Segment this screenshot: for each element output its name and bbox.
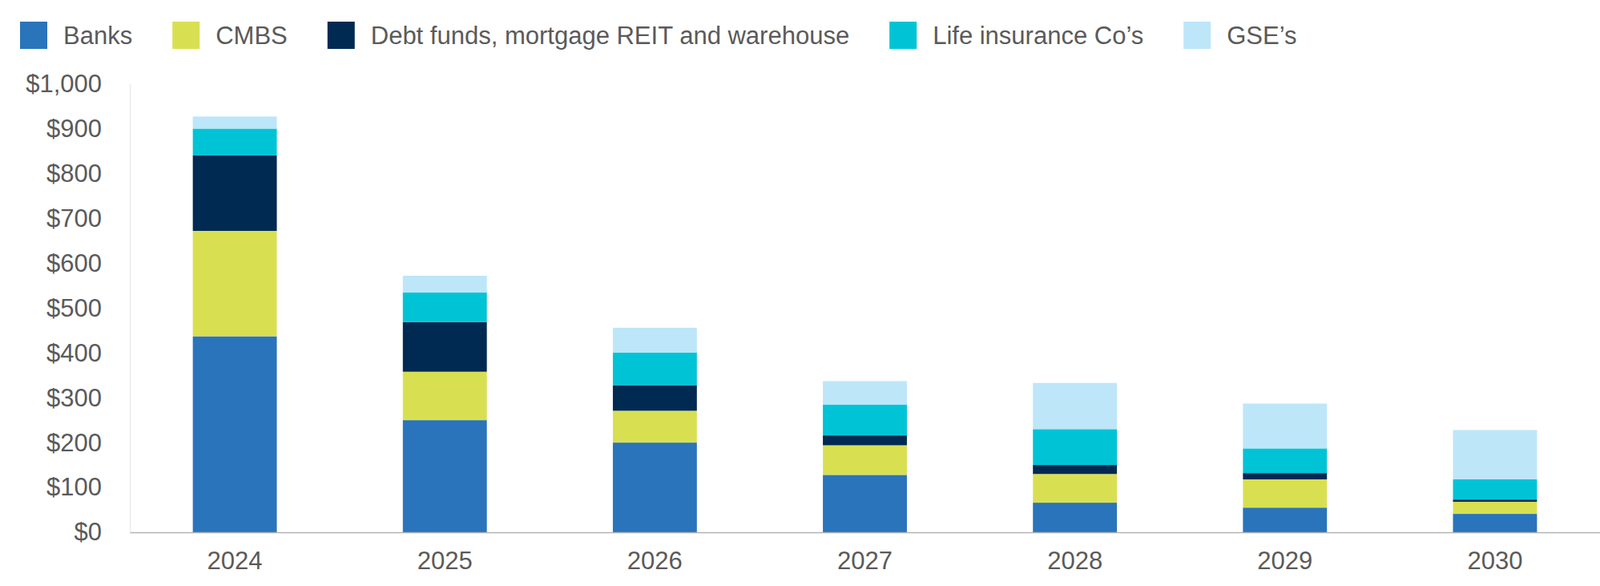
bar <box>822 380 907 404</box>
y-tick: $800 <box>46 159 130 188</box>
bar <box>822 435 907 445</box>
y-tick-label: $400 <box>46 338 102 367</box>
y-tick-label: $900 <box>46 114 102 143</box>
bar-series <box>193 116 1538 480</box>
y-tick: $500 <box>46 294 130 323</box>
bar <box>1453 499 1538 502</box>
x-tick-label: 2025 <box>417 546 473 575</box>
bar <box>403 371 488 420</box>
bar <box>1453 429 1538 480</box>
x-tick: 2027 <box>837 531 893 575</box>
bar <box>193 230 278 336</box>
legend-swatch <box>20 21 48 49</box>
bar <box>403 275 488 293</box>
bar <box>612 442 698 532</box>
y-tick-label: $0 <box>74 517 102 546</box>
legend-swatch <box>172 21 200 49</box>
y-tick: $900 <box>46 114 130 143</box>
y-tick-label: $1,000 <box>25 69 102 98</box>
bar <box>822 404 907 436</box>
bars <box>193 116 1538 532</box>
y-tick: $200 <box>46 428 130 457</box>
y-tick-label: $600 <box>46 249 102 278</box>
legend-swatch <box>327 21 355 49</box>
y-tick: $0 <box>74 517 130 546</box>
bar <box>1032 428 1117 465</box>
y-tick-label: $100 <box>46 472 102 501</box>
y-axis: $0 $100 $200 $300 $400 $500 $600 $700 $800 $900 $1… <box>25 69 130 547</box>
legend-swatch <box>1183 21 1211 49</box>
bar <box>193 116 278 129</box>
y-tick: $100 <box>46 472 130 501</box>
legend-label: GSE’s <box>1226 21 1297 50</box>
x-tick-label: 2024 <box>207 546 263 575</box>
legend-item: Banks <box>20 21 133 50</box>
bar <box>612 352 698 386</box>
x-axis-line <box>130 531 1600 534</box>
bar <box>612 327 698 353</box>
legend-item: Life insurance Co’s <box>889 21 1144 50</box>
y-tick-label: $700 <box>46 204 102 233</box>
bar <box>193 335 278 532</box>
bar <box>1032 502 1117 532</box>
bar <box>1242 479 1327 508</box>
bar <box>1032 473 1117 503</box>
bar <box>403 292 488 323</box>
x-tick-label: 2029 <box>1257 546 1313 575</box>
bar-series <box>193 335 1538 532</box>
x-tick-label: 2030 <box>1467 546 1523 575</box>
y-tick: $400 <box>46 338 130 367</box>
bar <box>403 322 488 372</box>
bar <box>822 444 907 475</box>
bar <box>1453 479 1538 500</box>
y-tick: $600 <box>46 249 130 278</box>
x-tick: 2025 <box>417 531 473 575</box>
bar <box>1032 464 1117 474</box>
x-tick-label: 2028 <box>1047 546 1103 575</box>
y-tick: $1,000 <box>25 69 130 98</box>
legend: Banks CMBS Debt funds, mortgage REIT and w… <box>20 21 1298 50</box>
bar <box>612 384 698 411</box>
legend-label: Debt funds, mortgage REIT and warehouse <box>370 21 850 50</box>
legend-label: Life insurance Co’s <box>932 21 1144 50</box>
x-tick: 2028 <box>1047 531 1103 575</box>
bar <box>193 155 278 231</box>
bar-series <box>193 155 1538 502</box>
bar <box>193 128 278 156</box>
legend-label: Banks <box>63 21 133 50</box>
bar <box>1453 501 1538 514</box>
bar <box>612 410 698 443</box>
legend-swatch <box>889 21 917 49</box>
x-tick: 2026 <box>627 531 683 575</box>
y-tick-label: $500 <box>46 294 102 323</box>
legend-item: GSE’s <box>1183 21 1297 50</box>
y-tick: $700 <box>46 204 130 233</box>
x-tick: 2030 <box>1467 531 1523 575</box>
x-tick-label: 2026 <box>627 546 683 575</box>
bar <box>1453 513 1538 532</box>
legend-item: CMBS <box>172 21 288 50</box>
bar <box>1032 382 1117 430</box>
legend-item: Debt funds, mortgage REIT and warehouse <box>327 21 850 50</box>
bar-series <box>193 230 1538 514</box>
y-tick-label: $200 <box>46 428 102 457</box>
x-tick: 2029 <box>1257 531 1313 575</box>
bar <box>1242 472 1327 480</box>
x-tick: 2024 <box>207 531 263 575</box>
chart: $0 $100 $200 $300 $400 $500 $600 $700 $800 $900 $1… <box>0 0 1600 586</box>
y-axis-line <box>129 84 131 533</box>
x-tick-label: 2027 <box>837 546 893 575</box>
x-axis: 2024 2025 2026 2027 2028 2029 2030 <box>130 531 1600 575</box>
y-tick-label: $800 <box>46 159 102 188</box>
bar <box>1242 403 1327 448</box>
bar-series <box>193 128 1538 500</box>
bar <box>822 474 907 532</box>
y-tick-label: $300 <box>46 383 102 412</box>
bar <box>1242 507 1327 532</box>
y-tick: $300 <box>46 383 130 412</box>
bar <box>1242 447 1327 473</box>
legend-label: CMBS <box>215 21 288 50</box>
bar <box>403 419 488 532</box>
